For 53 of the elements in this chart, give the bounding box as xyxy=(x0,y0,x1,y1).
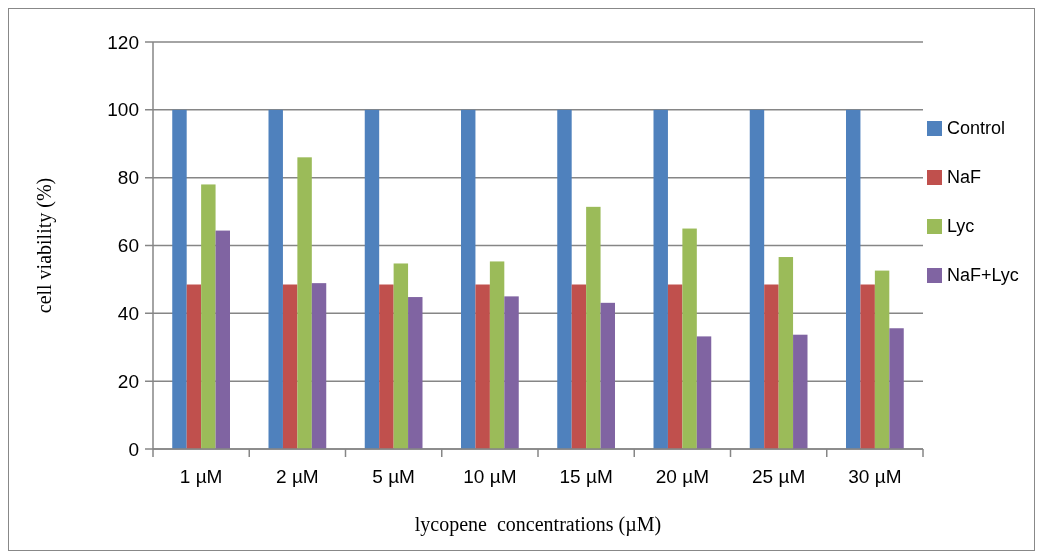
bar xyxy=(586,206,601,449)
bar xyxy=(571,284,587,449)
bar xyxy=(408,297,423,449)
bar xyxy=(461,109,476,449)
bar xyxy=(764,284,779,449)
bar xyxy=(778,257,794,449)
x-tick-label: 5 µM xyxy=(372,466,415,487)
bar xyxy=(889,328,904,449)
y-tick-label: 40 xyxy=(117,302,139,324)
bar xyxy=(489,261,505,449)
bar xyxy=(696,336,712,449)
legend-label: NaF+Lyc xyxy=(947,265,1019,286)
bar xyxy=(311,283,327,449)
bar xyxy=(749,109,765,449)
x-tick-label: 1 µM xyxy=(179,466,223,487)
bar xyxy=(557,109,572,449)
bar xyxy=(379,284,394,449)
y-tick-label: 0 xyxy=(128,438,139,460)
x-axis-title: lycopene concentrations (µM) xyxy=(414,513,662,536)
bar xyxy=(282,284,298,449)
bar xyxy=(186,284,202,449)
x-tick-label: 2 µM xyxy=(276,466,319,487)
bar xyxy=(268,109,283,449)
bar xyxy=(201,184,216,449)
bar xyxy=(215,230,230,449)
bar xyxy=(172,109,187,449)
x-tick-label: 25 µM xyxy=(752,466,806,487)
bar xyxy=(793,334,808,449)
bar xyxy=(600,302,615,449)
x-tick-label: 20 µM xyxy=(655,466,709,487)
y-tick-label: 120 xyxy=(107,31,139,53)
y-tick-label: 80 xyxy=(117,167,139,189)
bar xyxy=(364,109,380,449)
x-tick-label: 10 µM xyxy=(463,466,517,487)
bar xyxy=(846,109,861,449)
bar xyxy=(504,296,519,449)
x-tick-label: 15 µM xyxy=(559,466,613,487)
y-tick-label: 100 xyxy=(107,99,139,121)
x-tick-label: 30 µM xyxy=(848,466,902,487)
bar xyxy=(297,157,312,449)
legend-label: Control xyxy=(947,118,1006,139)
bar xyxy=(860,284,875,449)
bar xyxy=(653,109,668,449)
y-tick-label: 60 xyxy=(117,235,139,257)
bar xyxy=(682,228,697,449)
bar xyxy=(393,263,409,449)
legend-label: NaF xyxy=(947,167,982,188)
y-axis-title: cell viability (%) xyxy=(33,177,56,314)
bar xyxy=(667,284,683,449)
y-tick-label: 20 xyxy=(117,370,139,392)
bar xyxy=(874,270,890,449)
bar xyxy=(475,284,490,449)
legend-label: Lyc xyxy=(947,216,975,237)
